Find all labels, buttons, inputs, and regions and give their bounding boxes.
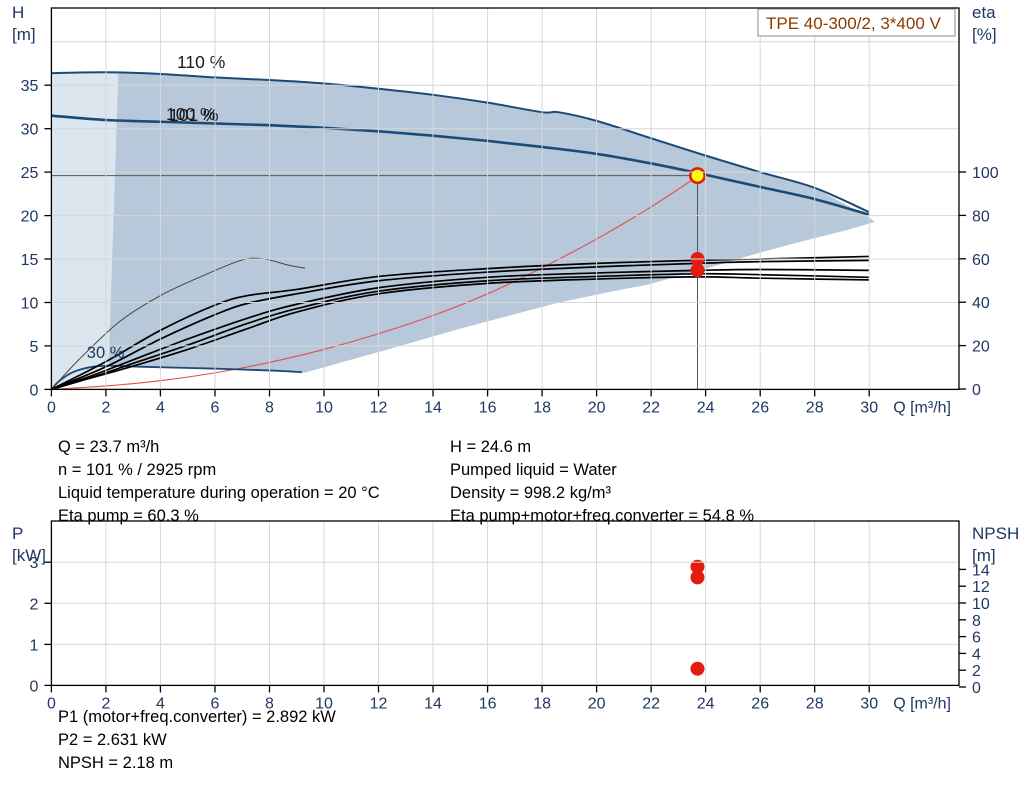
- svg-text:0: 0: [29, 678, 38, 695]
- svg-text:0: 0: [972, 382, 981, 399]
- svg-text:20: 20: [588, 695, 606, 712]
- svg-text:14: 14: [424, 399, 442, 416]
- svg-text:12: 12: [370, 695, 388, 712]
- svg-text:22: 22: [642, 399, 660, 416]
- svg-text:16: 16: [479, 695, 497, 712]
- svg-text:22: 22: [642, 695, 660, 712]
- svg-text:60: 60: [972, 252, 990, 269]
- svg-text:2: 2: [101, 399, 110, 416]
- svg-text:5: 5: [29, 339, 38, 356]
- svg-text:30: 30: [860, 695, 878, 712]
- svg-text:28: 28: [806, 695, 824, 712]
- svg-text:Q [m³/h]: Q [m³/h]: [893, 695, 951, 712]
- svg-text:110 %: 110 %: [177, 52, 225, 72]
- svg-text:10: 10: [21, 296, 39, 313]
- svg-text:100 %: 100 %: [166, 104, 216, 124]
- svg-text:16: 16: [479, 399, 497, 416]
- svg-text:P: P: [12, 524, 23, 543]
- svg-text:TPE 40-300/2, 3*400 V: TPE 40-300/2, 3*400 V: [766, 14, 942, 33]
- svg-text:0: 0: [47, 399, 56, 416]
- svg-text:2: 2: [29, 596, 38, 613]
- svg-text:20: 20: [972, 339, 990, 356]
- svg-text:24: 24: [697, 399, 715, 416]
- svg-text:20: 20: [21, 209, 39, 226]
- svg-text:40: 40: [972, 295, 990, 312]
- svg-text:1: 1: [29, 637, 38, 654]
- svg-text:0: 0: [972, 680, 981, 697]
- svg-text:[%]: [%]: [972, 25, 997, 44]
- svg-text:[kW]: [kW]: [12, 546, 46, 565]
- svg-text:25: 25: [21, 165, 39, 182]
- svg-text:18: 18: [533, 399, 551, 416]
- svg-text:15: 15: [21, 252, 39, 269]
- svg-text:20: 20: [588, 399, 606, 416]
- svg-text:NPSH: NPSH: [972, 524, 1019, 543]
- svg-text:[m]: [m]: [972, 546, 996, 565]
- svg-text:28: 28: [806, 399, 824, 416]
- svg-text:[m]: [m]: [12, 25, 36, 44]
- svg-text:18: 18: [533, 695, 551, 712]
- svg-text:4: 4: [972, 646, 981, 663]
- svg-text:2: 2: [972, 663, 981, 680]
- svg-text:24: 24: [697, 695, 715, 712]
- svg-text:14: 14: [424, 695, 442, 712]
- svg-text:6: 6: [972, 630, 981, 647]
- svg-text:8: 8: [265, 399, 274, 416]
- svg-text:30: 30: [860, 399, 878, 416]
- svg-text:12: 12: [972, 579, 990, 596]
- svg-text:26: 26: [751, 695, 769, 712]
- svg-text:26: 26: [751, 399, 769, 416]
- svg-text:100: 100: [972, 165, 999, 182]
- svg-text:30: 30: [21, 122, 39, 139]
- svg-text:H: H: [12, 3, 24, 22]
- svg-text:8: 8: [972, 613, 981, 630]
- svg-text:80: 80: [972, 208, 990, 225]
- svg-text:0: 0: [47, 695, 56, 712]
- svg-text:0: 0: [29, 382, 38, 399]
- svg-text:4: 4: [156, 399, 165, 416]
- svg-text:10: 10: [972, 596, 990, 613]
- svg-text:10: 10: [315, 399, 333, 416]
- svg-text:35: 35: [21, 78, 39, 95]
- svg-text:6: 6: [211, 399, 220, 416]
- svg-text:Q [m³/h]: Q [m³/h]: [893, 399, 951, 416]
- svg-text:12: 12: [370, 399, 388, 416]
- svg-text:eta: eta: [972, 3, 996, 22]
